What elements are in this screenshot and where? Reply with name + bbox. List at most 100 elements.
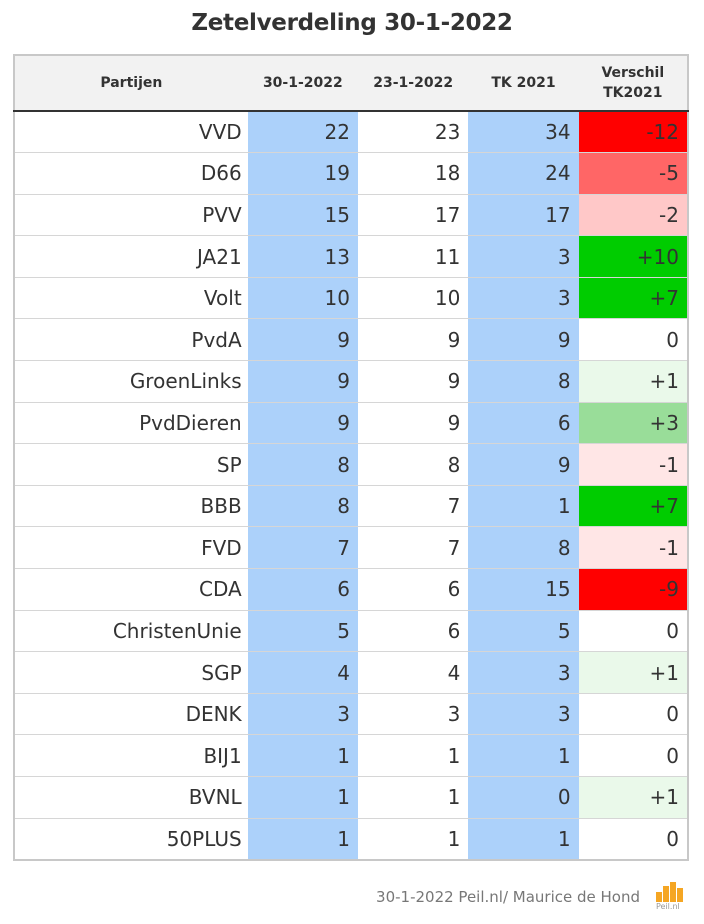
peil-logo-icon [656,882,683,902]
seats-30-1-2022-cell: 7 [247,526,358,570]
header-30-1-2022: 30-1-2022 [247,55,358,112]
seats-23-1-2022-cell: 1 [358,818,469,861]
seats-23-1-2022-cell: 6 [358,610,469,653]
seats-tk-2021-cell: 24 [468,152,579,195]
table-row: PVV 15 17 17 -2 [14,194,688,237]
logo-bar [656,892,662,902]
seats-tk-2021-cell: 9 [468,443,579,486]
seats-tk-2021-cell: 5 [468,610,579,653]
seats-23-1-2022-cell: 1 [358,734,469,777]
party-name-cell: JA21 [14,235,248,278]
seats-tk-2021-cell: 3 [468,277,579,320]
diff-tk2021-cell: 0 [578,818,688,861]
seats-tk-2021-cell: 3 [468,235,579,278]
seats-30-1-2022-cell: 9 [247,402,358,445]
seats-23-1-2022-cell: 10 [358,277,469,320]
table-row: CDA 6 6 15 -9 [14,568,688,611]
diff-tk2021-cell: +1 [578,651,688,694]
table-row: BIJ1 1 1 1 0 [14,734,688,777]
party-name-cell: PvdDieren [14,402,248,445]
table-header: Partijen 30-1-2022 23-1-2022 TK 2021 Ver… [14,55,688,112]
seats-30-1-2022-cell: 9 [247,360,358,403]
party-name-cell: BVNL [14,776,248,819]
seats-23-1-2022-cell: 6 [358,568,469,611]
diff-tk2021-cell: +1 [578,360,688,403]
party-name-cell: BBB [14,485,248,528]
seats-tk-2021-cell: 8 [468,360,579,403]
diff-tk2021-cell: -2 [578,194,688,237]
seats-30-1-2022-cell: 9 [247,318,358,362]
seats-tk-2021-cell: 6 [468,402,579,445]
seats-30-1-2022-cell: 15 [247,194,358,237]
seats-23-1-2022-cell: 17 [358,194,469,237]
logo-bar [677,888,683,902]
diff-tk2021-cell: +1 [578,776,688,819]
table-body: VVD 22 23 34 -12 D66 19 18 24 -5 PVV 15 17 17 -2 JA21 13… [14,111,688,861]
table-row: D66 19 18 24 -5 [14,152,688,195]
seats-tk-2021-cell: 1 [468,818,579,861]
seats-tk-2021-cell: 9 [468,318,579,362]
table-row: BBB 8 7 1 +7 [14,485,688,528]
seats-tk-2021-cell: 3 [468,693,579,736]
seats-30-1-2022-cell: 8 [247,485,358,528]
table-row: FVD 7 7 8 -1 [14,526,688,570]
seats-23-1-2022-cell: 3 [358,693,469,736]
seats-tk-2021-cell: 0 [468,776,579,819]
seats-23-1-2022-cell: 23 [358,111,469,154]
table-row: GroenLinks 9 9 8 +1 [14,360,688,403]
party-name-cell: PVV [14,194,248,237]
seats-23-1-2022-cell: 9 [358,360,469,403]
seats-30-1-2022-cell: 8 [247,443,358,486]
logo-bar [663,886,669,902]
diff-tk2021-cell: +7 [578,485,688,528]
seats-23-1-2022-cell: 4 [358,651,469,694]
seats-tk-2021-cell: 3 [468,651,579,694]
seats-23-1-2022-cell: 1 [358,776,469,819]
diff-tk2021-cell: +10 [578,235,688,278]
table-row: 50PLUS 1 1 1 0 [14,818,688,861]
seats-23-1-2022-cell: 9 [358,318,469,362]
header-tk-2021: TK 2021 [468,55,579,112]
header-23-1-2022: 23-1-2022 [358,55,469,112]
party-name-cell: SGP [14,651,248,694]
diff-tk2021-cell: 0 [578,734,688,777]
diff-tk2021-cell: -1 [578,526,688,570]
party-name-cell: Volt [14,277,248,320]
party-name-cell: CDA [14,568,248,611]
seats-30-1-2022-cell: 4 [247,651,358,694]
party-name-cell: SP [14,443,248,486]
party-name-cell: D66 [14,152,248,195]
seats-30-1-2022-cell: 19 [247,152,358,195]
logo-text: Peil.nl [656,902,680,911]
party-name-cell: ChristenUnie [14,610,248,653]
diff-tk2021-cell: -9 [578,568,688,611]
seats-23-1-2022-cell: 7 [358,526,469,570]
diff-tk2021-cell: 0 [578,693,688,736]
party-name-cell: DENK [14,693,248,736]
party-name-cell: GroenLinks [14,360,248,403]
table-row: PvdA 9 9 9 0 [14,318,688,362]
header-partijen: Partijen [14,55,248,112]
seats-30-1-2022-cell: 1 [247,776,358,819]
table-row: JA21 13 11 3 +10 [14,235,688,278]
diff-tk2021-cell: -1 [578,443,688,486]
party-name-cell: PvdA [14,318,248,362]
table-row: Volt 10 10 3 +7 [14,277,688,320]
diff-tk2021-cell: 0 [578,318,688,362]
seats-23-1-2022-cell: 7 [358,485,469,528]
logo-bar [670,882,676,902]
party-name-cell: FVD [14,526,248,570]
seats-23-1-2022-cell: 18 [358,152,469,195]
seat-table: Partijen 30-1-2022 23-1-2022 TK 2021 Ver… [13,54,689,861]
seats-tk-2021-cell: 1 [468,734,579,777]
seats-30-1-2022-cell: 1 [247,734,358,777]
table-row: BVNL 1 1 0 +1 [14,776,688,819]
table-row: SP 8 8 9 -1 [14,443,688,486]
seats-30-1-2022-cell: 3 [247,693,358,736]
party-name-cell: VVD [14,111,248,154]
seats-23-1-2022-cell: 9 [358,402,469,445]
table-row: ChristenUnie 5 6 5 0 [14,610,688,653]
diff-tk2021-cell: +7 [578,277,688,320]
seats-30-1-2022-cell: 22 [247,111,358,154]
table-row: SGP 4 4 3 +1 [14,651,688,694]
